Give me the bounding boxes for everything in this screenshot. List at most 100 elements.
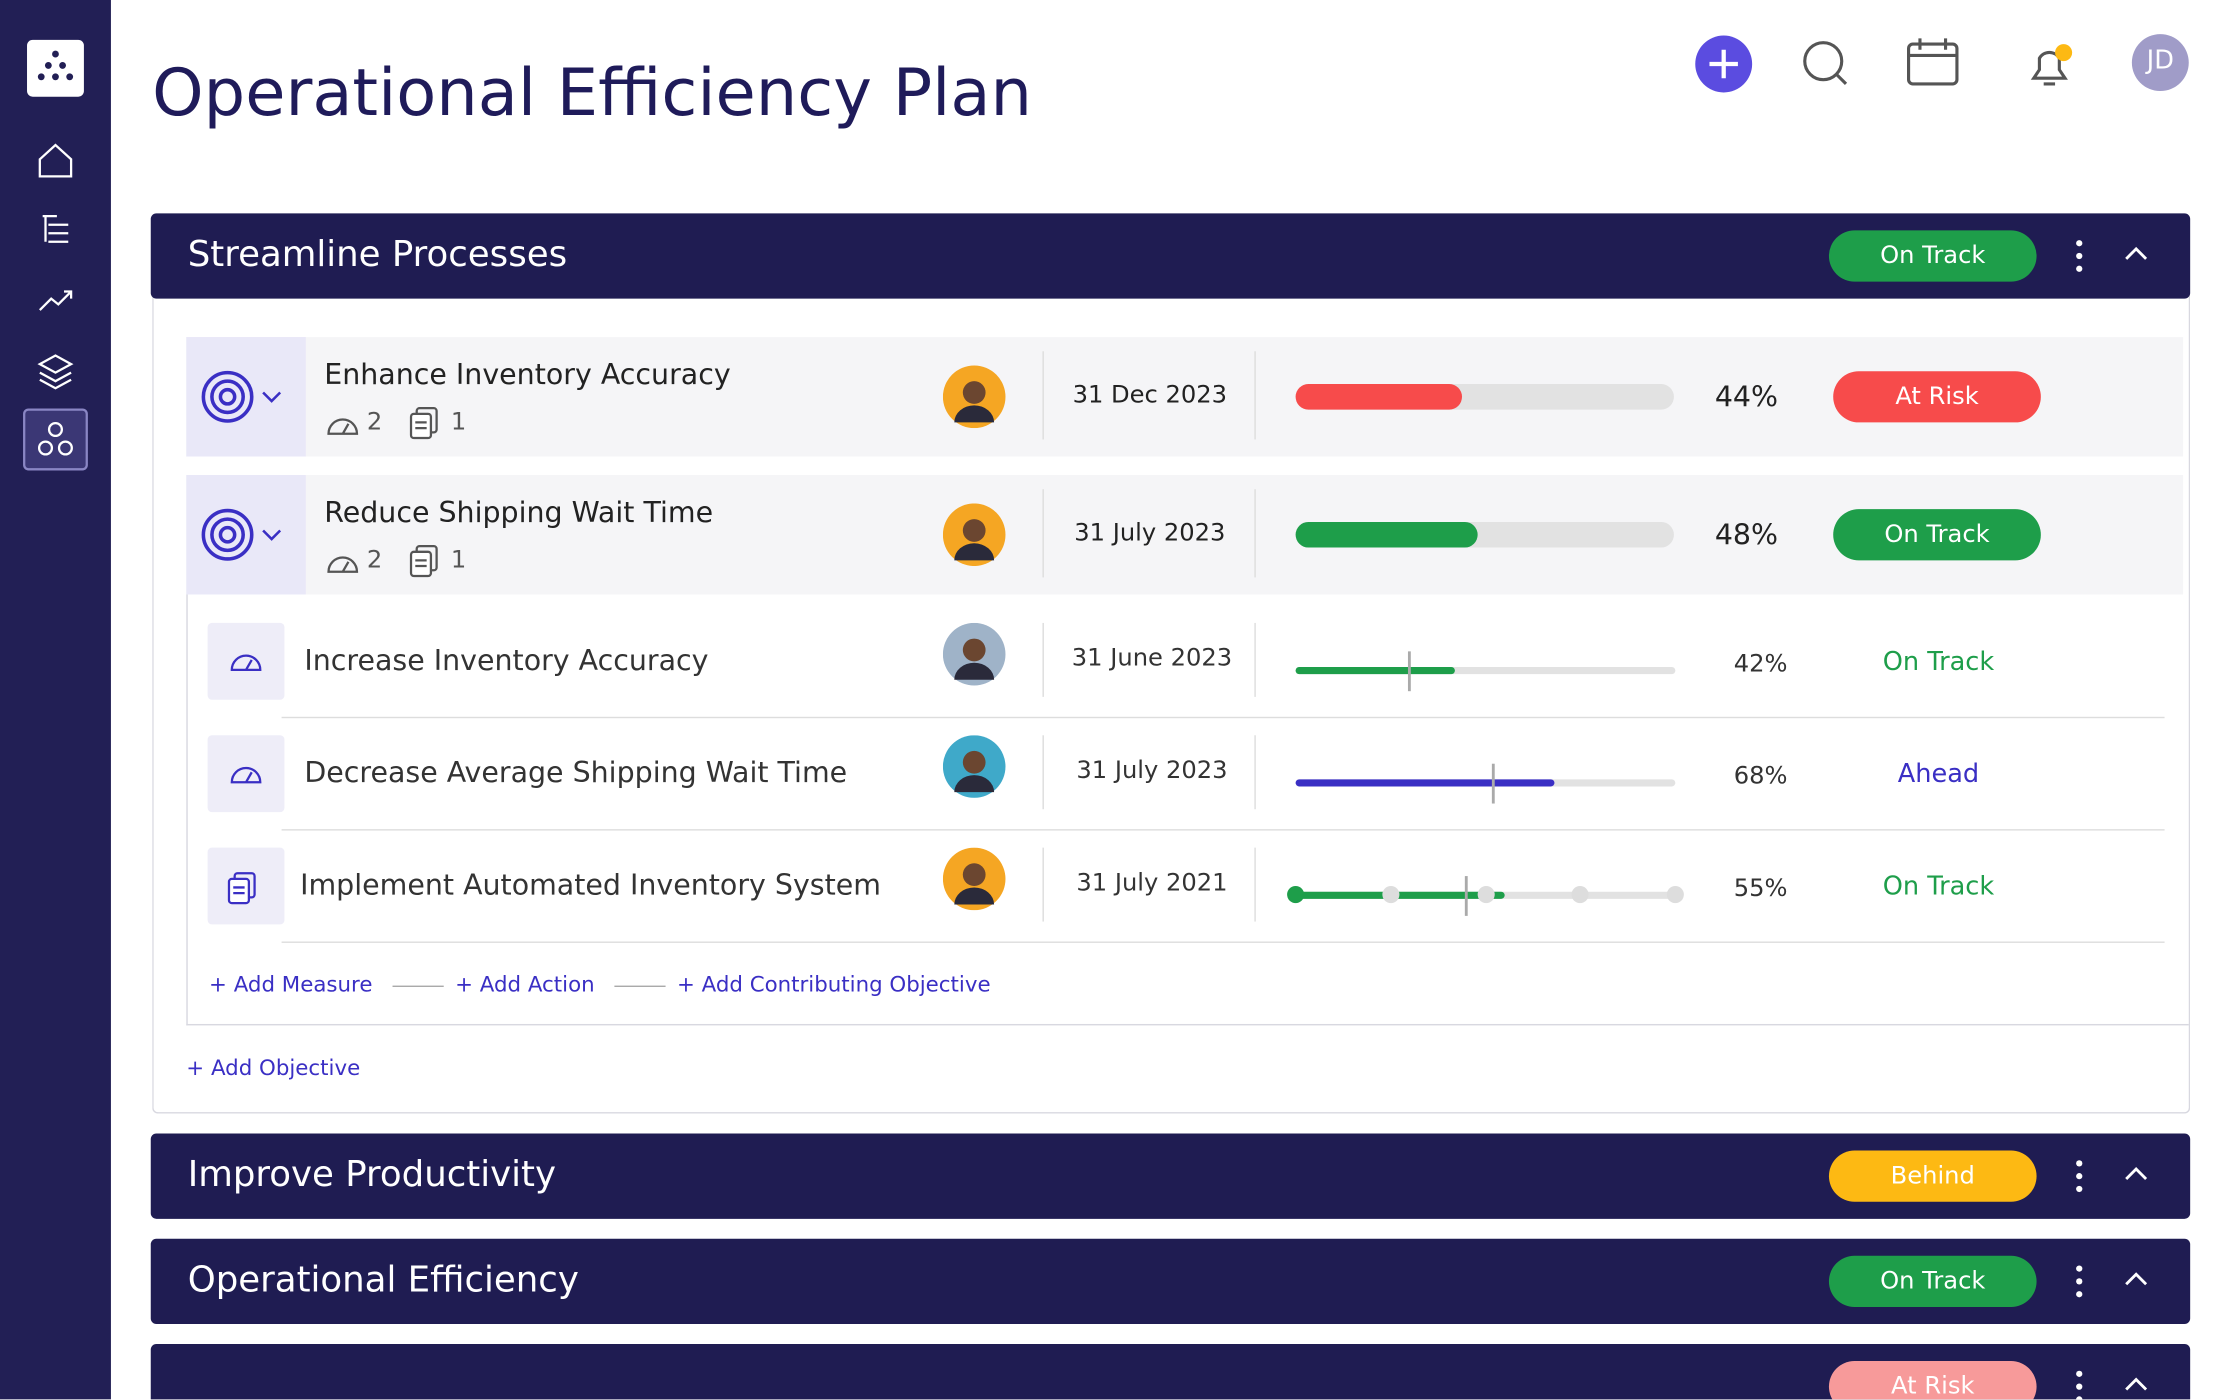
active-nav[interactable] [23, 408, 88, 471]
target-marker [1487, 763, 1499, 804]
section-title: Operational Efficiency [187, 1258, 579, 1300]
add-link[interactable]: + Add Measure [209, 971, 373, 997]
action-icon [227, 872, 256, 905]
due-date: 31 July 2023 [1076, 756, 1228, 786]
link-connector [614, 985, 666, 987]
action-count: 1 [450, 546, 467, 575]
assignee-avatar [942, 365, 1006, 429]
sidebar [0, 0, 111, 1400]
divider [1254, 622, 1256, 697]
toolbar [1695, 34, 2189, 93]
due-date: 31 June 2023 [1071, 644, 1233, 673]
due-date: 31 Dec 2023 [1072, 381, 1228, 410]
assignee-avatar [942, 735, 1006, 798]
collapse-toggle[interactable] [2122, 1372, 2150, 1399]
objective-title: Reduce Shipping Wait Time [324, 494, 714, 530]
item-icon [207, 735, 285, 813]
divider [1042, 351, 1044, 440]
progress-label: 68% [1733, 762, 1788, 791]
milestone-dot [1666, 886, 1684, 904]
items-panel [186, 594, 2189, 1026]
progress-bar [1295, 667, 1456, 675]
search-icon[interactable] [1803, 41, 1848, 86]
progress-track [1295, 667, 1676, 675]
separator [281, 941, 2165, 943]
status-pill: On Track [1833, 509, 2041, 561]
status-text: On Track [1882, 871, 1995, 902]
calendar-icon[interactable] [1907, 38, 1959, 86]
measure-icon [327, 556, 359, 573]
separator [281, 716, 2165, 719]
assignee-avatar [942, 622, 1006, 686]
milestone-dot [1476, 886, 1495, 904]
measure-count: 2 [366, 546, 383, 575]
item-icon [207, 622, 285, 700]
target-icon [201, 508, 282, 561]
milestone-dot [1571, 886, 1589, 904]
progress-bar [1295, 521, 1478, 548]
objective-icon [186, 337, 306, 457]
due-date: 31 July 2023 [1074, 519, 1226, 548]
collapse-toggle[interactable] [2122, 242, 2150, 270]
status-pill: Behind [1828, 1150, 2037, 1202]
divider [1042, 489, 1044, 578]
section-title: Streamline Processes [187, 233, 568, 275]
add-link[interactable]: + Add Contributing Objective [676, 971, 991, 997]
add-link[interactable]: + Add Action [455, 971, 595, 997]
item-title: Increase Inventory Accuracy [304, 642, 709, 677]
divider [1042, 847, 1044, 922]
action-icon [409, 544, 438, 578]
assignee-avatar [942, 503, 1006, 567]
status-text: Ahead [1897, 759, 1980, 790]
kebab-menu[interactable] [2065, 1156, 2093, 1196]
layers-icon[interactable] [37, 354, 74, 390]
trend-icon[interactable] [39, 290, 73, 311]
home-icon[interactable] [38, 143, 73, 178]
divider [1254, 351, 1256, 440]
divider [1254, 847, 1256, 922]
milestone-dot [1382, 886, 1400, 904]
collapse-toggle[interactable] [2122, 1267, 2150, 1295]
objective-title: Enhance Inventory Accuracy [324, 356, 731, 392]
measure-count: 2 [366, 408, 383, 437]
divider [1042, 622, 1044, 697]
status-pill: On Track [1828, 230, 2037, 282]
status-pill: At Risk [1828, 1361, 2037, 1400]
objective-icon [186, 475, 306, 595]
list-icon[interactable] [42, 215, 69, 243]
progress-bar [1295, 779, 1554, 787]
progress-label: 48% [1714, 517, 1779, 552]
target-icon [201, 370, 282, 423]
milestone-dot [1287, 886, 1305, 904]
user-avatar[interactable] [2131, 34, 2189, 92]
progress-bar [1295, 891, 1505, 899]
action-count: 1 [450, 408, 467, 437]
item-title: Implement Automated Inventory System [300, 867, 881, 902]
add-objective[interactable]: + Add Objective [186, 1055, 361, 1081]
progress-bar [1295, 383, 1463, 410]
action-icon [409, 407, 438, 440]
status-pill: At Risk [1833, 371, 2041, 423]
progress-label: 42% [1733, 649, 1788, 679]
kebab-menu[interactable] [2065, 236, 2093, 276]
due-date: 31 July 2021 [1076, 868, 1228, 898]
measure-icon [230, 766, 262, 784]
section-title: Improve Productivity [187, 1153, 557, 1195]
divider [1254, 489, 1256, 578]
notification-icon[interactable] [2030, 44, 2073, 86]
sidebar-icons [23, 39, 88, 471]
separator [281, 829, 2165, 831]
kebab-menu[interactable] [2065, 1261, 2093, 1301]
target-marker [1460, 876, 1473, 916]
divider [1042, 735, 1044, 810]
measure-icon [230, 654, 262, 671]
status-pill: On Track [1828, 1255, 2037, 1307]
avatar-initials: JD [2146, 45, 2174, 76]
divider [1254, 735, 1256, 810]
collapse-toggle[interactable] [2122, 1162, 2150, 1190]
item-title: Decrease Average Shipping Wait Time [304, 755, 848, 790]
measure-icon [327, 418, 359, 435]
kebab-menu[interactable] [2065, 1367, 2093, 1400]
